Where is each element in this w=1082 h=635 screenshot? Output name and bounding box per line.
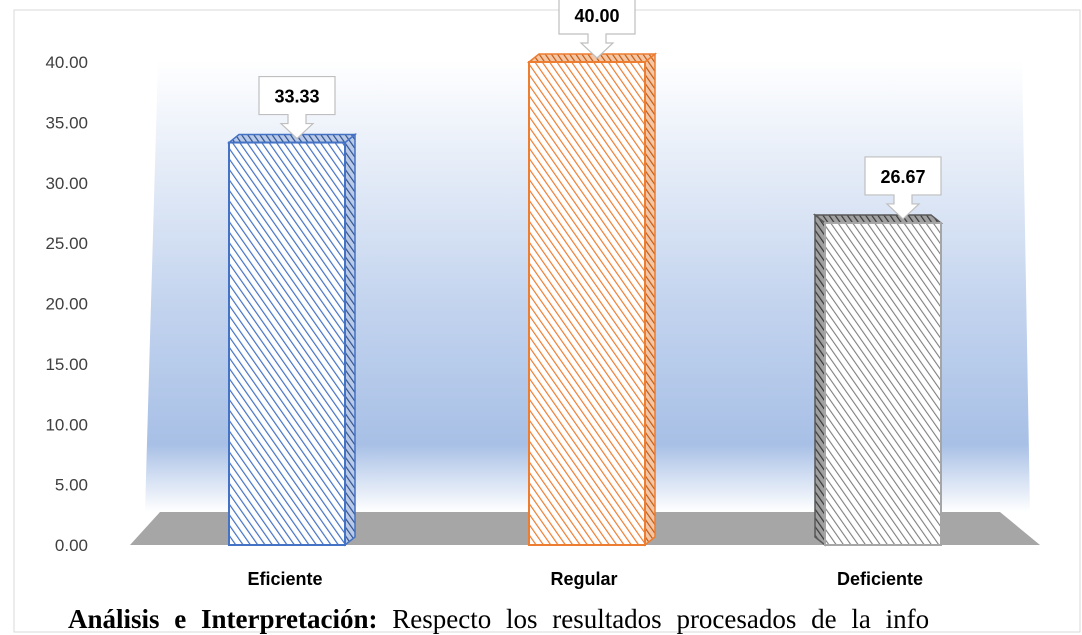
bar-side-face [814,213,826,547]
y-tick-label: 5.00 [55,476,88,495]
bar-front-face [228,141,346,546]
y-tick-label: 30.00 [45,174,88,193]
bar-deficiente [812,213,944,547]
y-tick-label: 40.00 [45,53,88,72]
data-label-callout: 26.67 [864,156,942,220]
category-label: Deficiente [837,569,923,589]
category-label: Regular [550,569,617,589]
callout-box [258,75,336,140]
y-tick-label: 25.00 [45,234,88,253]
callout-box [558,0,636,59]
y-tick-label: 0.00 [55,536,88,555]
bar-front-face [528,61,646,546]
callout-box [864,156,942,220]
bar-top-face [526,53,658,63]
data-label: 33.33 [274,87,319,107]
data-label: 26.67 [880,167,925,187]
y-tick-label: 15.00 [45,355,88,374]
bar-top-face [812,214,944,224]
bar-top-face [226,133,358,144]
caption-heading: Análisis e Interpretación: [68,604,378,634]
data-label-callout: 40.00 [558,0,636,59]
y-tick-label: 35.00 [45,113,88,132]
category-label: Eficiente [247,569,322,589]
y-tick-label: 10.00 [45,415,88,434]
bar-eficiente [226,132,358,547]
data-label-callout: 33.33 [258,75,336,140]
bar-front-face [824,221,942,546]
analysis-caption: Análisis e Interpretación: Respecto los … [68,604,1082,635]
bar-side-face [644,52,656,547]
data-label: 40.00 [574,6,619,26]
bar-regular [526,52,658,547]
bar-side-face [344,132,356,547]
caption-text: Respecto los resultados procesados de la… [392,604,930,634]
y-tick-label: 20.00 [45,295,88,314]
